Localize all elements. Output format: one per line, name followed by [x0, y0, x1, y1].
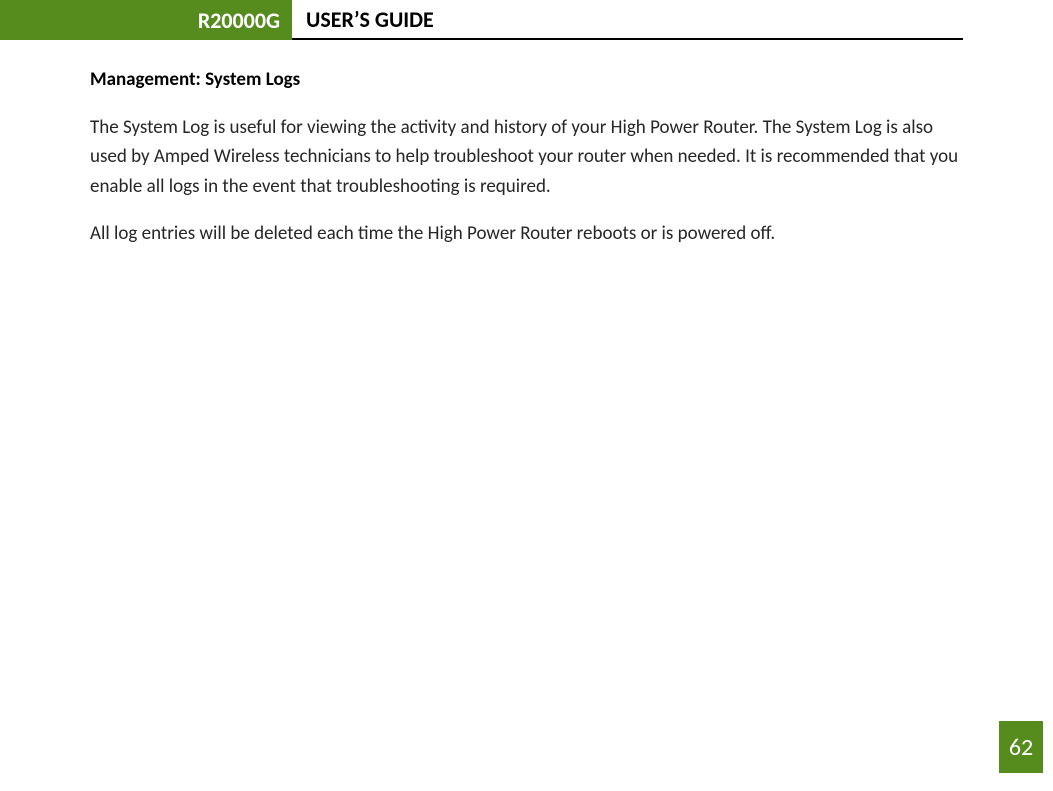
- page-number: 62: [1009, 733, 1033, 762]
- section-heading: Management: System Logs: [90, 68, 963, 91]
- page-header: R20000G USER’S GUIDE: [0, 0, 1053, 40]
- page-number-badge: 62: [999, 721, 1043, 773]
- body-paragraph: The System Log is useful for viewing the…: [90, 113, 963, 201]
- model-label: R20000G: [198, 7, 280, 34]
- body-paragraph: All log entries will be deleted each tim…: [90, 219, 963, 248]
- document-page: R20000G USER’S GUIDE Management: System …: [0, 0, 1053, 791]
- page-content: Management: System Logs The System Log i…: [0, 40, 1053, 249]
- guide-title: USER’S GUIDE: [292, 0, 963, 40]
- model-badge: R20000G: [0, 0, 292, 40]
- guide-title-text: USER’S GUIDE: [306, 6, 434, 33]
